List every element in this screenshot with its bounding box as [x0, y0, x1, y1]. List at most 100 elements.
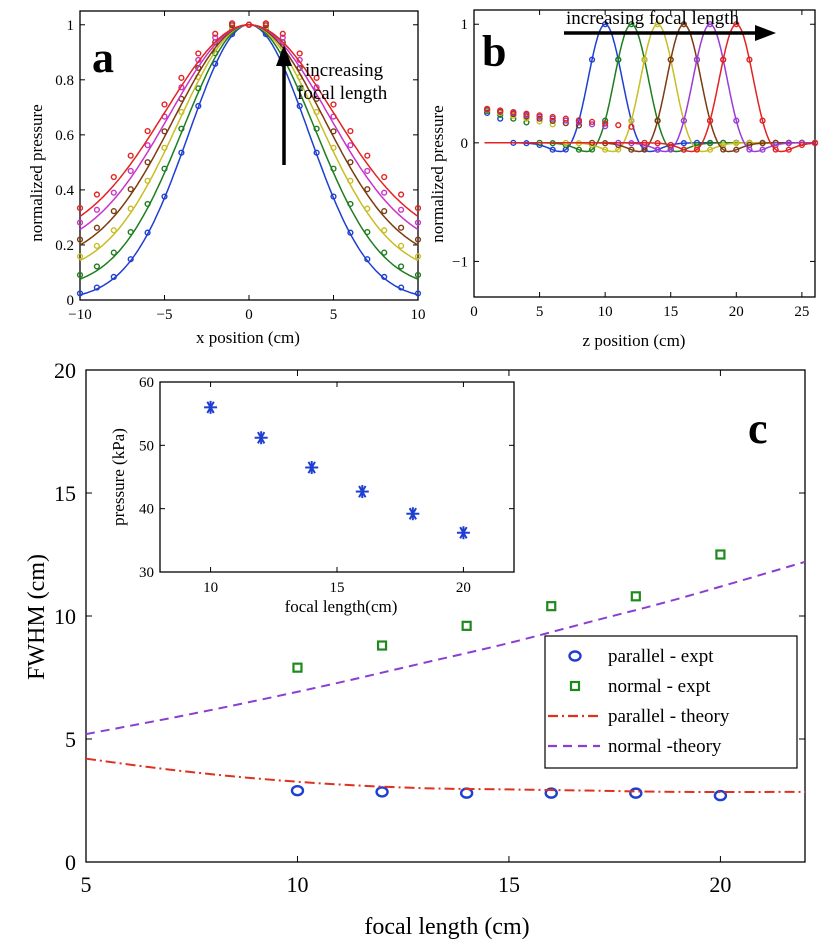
- panel-b-marker: [733, 117, 740, 124]
- panel-b-marker: [484, 105, 491, 112]
- panel-c-parallel-expt-marker: [713, 789, 728, 802]
- panel-b-marker: [602, 146, 609, 153]
- panel-a-marker: [93, 242, 101, 249]
- panel-b-marker: [628, 117, 635, 124]
- panel-b-marker: [562, 115, 569, 122]
- panel-a-marker: [110, 227, 117, 234]
- panel-a: x position (cm) normalized pressure −10 −…: [27, 10, 426, 347]
- c-ytick-label: 15: [54, 481, 76, 506]
- panel-b-marker: [680, 146, 687, 153]
- panel-a-marker: [127, 256, 134, 263]
- panel-a-marker: [76, 219, 84, 226]
- panel-b-marker: [641, 56, 648, 63]
- panel-b-arrow-head: [755, 25, 776, 41]
- panel-b-marker: [733, 21, 740, 28]
- panel-a-marker: [330, 144, 337, 151]
- panel-a-marker: [195, 50, 202, 57]
- legend-label: parallel - theory: [608, 706, 730, 727]
- legend-label: normal - expt: [608, 676, 711, 697]
- panel-a-marker: [178, 125, 185, 132]
- panel-a-marker: [414, 236, 422, 243]
- inset-xlabel: focal length(cm): [285, 597, 398, 616]
- panel-a-marker: [76, 236, 84, 243]
- panel-b-marker: [497, 107, 504, 114]
- panel-b-marker: [523, 110, 530, 117]
- panel-a-marker: [398, 242, 405, 249]
- panel-a-marker: [161, 144, 168, 151]
- panel-a-marker: [398, 284, 405, 291]
- panel-a-curve-20cm: [79, 24, 419, 217]
- panel-c-label: c: [748, 404, 768, 453]
- panel-a-marker: [347, 142, 354, 149]
- c-inset-ytick-label: 30: [139, 565, 154, 581]
- panel-a-marker: [178, 74, 185, 81]
- panel-a-marker: [127, 205, 134, 212]
- panel-a-marker: [93, 263, 101, 270]
- panel-b-marker: [523, 119, 530, 126]
- panel-a-marker: [93, 206, 101, 213]
- inset-asterisk-marker: [305, 461, 319, 474]
- panel-a-marker: [313, 149, 320, 156]
- panel-a-marker: [212, 60, 219, 67]
- panel-c-xlabel: focal length (cm): [364, 914, 529, 940]
- panel-a-marker: [161, 128, 168, 135]
- panel-a-marker: [144, 229, 151, 236]
- panel-b-marker: [588, 118, 596, 125]
- panel-b-marker: [759, 146, 766, 153]
- panel-a-marker: [144, 127, 151, 135]
- panel-a-marker: [313, 74, 320, 81]
- panel-a-marker: [381, 208, 388, 215]
- legend-marker-normal-expt: [569, 680, 581, 692]
- panel-b-marker: [654, 146, 661, 153]
- panel-a-marker: [414, 219, 422, 226]
- panel-c-normal-expt-marker: [376, 640, 388, 651]
- panel-b-marker: [772, 146, 779, 153]
- panel-b-marker: [602, 123, 609, 130]
- panel-b-marker: [746, 146, 753, 153]
- panel-a-marker: [178, 149, 185, 156]
- panel-a-marker: [414, 253, 422, 260]
- c-inset-ytick-label: 60: [139, 375, 154, 391]
- panel-a-marker: [195, 102, 202, 110]
- panel-c-normal-expt-marker: [630, 591, 641, 602]
- panel-b-marker: [588, 56, 596, 63]
- b-xtick-label: 15: [663, 304, 678, 320]
- a-ytick-label: 0.6: [55, 128, 74, 144]
- c-inset-ytick-label: 40: [139, 502, 154, 518]
- panel-a-marker: [144, 177, 151, 184]
- panel-a-marker: [93, 191, 101, 198]
- panel-b-marker: [628, 123, 635, 130]
- inset-ylabel: pressure (kPa): [109, 428, 128, 526]
- panel-a-marker: [347, 229, 354, 236]
- panel-a-annotation-line2: focal length: [297, 83, 388, 104]
- panel-b-annotation: increasing focal length: [566, 8, 740, 29]
- panel-a-marker: [279, 34, 286, 41]
- inset-asterisk-marker: [254, 431, 268, 445]
- b-xtick-label: 5: [536, 304, 544, 320]
- legend-label: normal -theory: [608, 736, 722, 757]
- panel-b: z position (cm) normalized pressure 0 5 10…: [428, 8, 819, 350]
- a-ytick-label: 0.4: [55, 183, 74, 199]
- panel-a-marker: [161, 165, 168, 172]
- panel-b-marker: [549, 113, 556, 121]
- panel-c-parallel-expt-marker: [375, 786, 389, 798]
- panel-a-marker: [364, 205, 371, 212]
- panel-a-label: a: [92, 33, 114, 82]
- a-ytick-label: 0: [67, 293, 75, 309]
- panel-b-marker: [680, 21, 687, 28]
- panel-b-marker: [693, 56, 701, 63]
- panel-a-marker: [414, 290, 422, 297]
- legend-marker-parallel-expt: [568, 650, 582, 662]
- a-ytick-label: 1: [67, 18, 75, 34]
- panel-a-marker: [381, 173, 388, 181]
- panel-b-marker: [628, 146, 635, 153]
- panel-a-marker: [144, 159, 151, 166]
- panel-a-marker: [262, 20, 270, 27]
- panel-b-marker: [759, 140, 766, 147]
- panel-a-marker: [76, 204, 84, 212]
- panel-a-marker: [127, 167, 134, 175]
- c-xtick-label: 5: [81, 872, 92, 897]
- panel-c-normal-expt-marker: [292, 662, 303, 673]
- b-xtick-label: 20: [729, 304, 744, 320]
- panel-b-marker: [680, 117, 687, 124]
